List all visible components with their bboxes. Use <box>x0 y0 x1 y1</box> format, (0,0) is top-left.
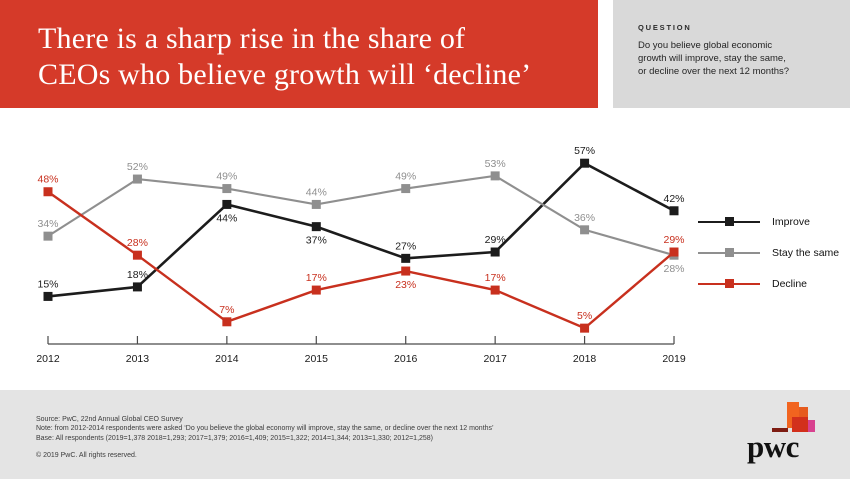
marker-decline-2012 <box>43 187 53 197</box>
marker-stay-the-same-2012 <box>43 231 53 241</box>
pwc-logo-mark-icon <box>772 401 818 433</box>
marker-stay-the-same-2018 <box>580 225 590 235</box>
marker-decline-2013 <box>132 250 142 260</box>
marker-decline-2016 <box>401 266 411 276</box>
x-axis-year-label: 2012 <box>36 353 60 365</box>
x-axis-year-label: 2013 <box>126 353 150 365</box>
headline-line-2: CEOs who believe growth will ‘decline’ <box>38 58 532 91</box>
marker-decline-2015 <box>311 285 321 295</box>
value-label-decline-2014: 7% <box>219 304 234 316</box>
marker-improve-2017 <box>490 247 500 257</box>
copyright-note: © 2019 PwC. All rights reserved. <box>36 452 137 460</box>
title-banner: There is a sharp rise in the share of CEO… <box>0 0 598 108</box>
method-note: Note: from 2012-2014 respondents were as… <box>36 425 494 433</box>
headline: There is a sharp rise in the share of CEO… <box>38 21 598 93</box>
value-label-improve-2016: 27% <box>395 240 416 252</box>
marker-improve-2019 <box>669 206 679 216</box>
logo-block-red <box>792 417 808 432</box>
marker-improve-2016 <box>401 253 411 263</box>
value-label-decline-2017: 17% <box>485 272 506 284</box>
x-axis-year-label: 2019 <box>662 353 686 365</box>
pwc-logo-text: pwc <box>747 429 799 464</box>
headline-line-1: There is a sharp rise in the share of <box>38 22 466 55</box>
value-label-improve-2019: 42% <box>664 193 685 205</box>
square-marker-icon <box>725 279 734 289</box>
value-label-stay-the-same-2018: 36% <box>574 212 595 224</box>
value-label-stay-the-same-2014: 49% <box>216 171 237 183</box>
square-marker-icon <box>725 217 734 227</box>
question-line-2: growth will improve, stay the same, <box>638 53 786 64</box>
legend-line-swatch <box>698 248 760 258</box>
value-label-decline-2012: 48% <box>37 174 58 186</box>
footnotes: Source: PwC, 22nd Annual Global CEO Surv… <box>36 415 494 461</box>
series-line-improve <box>47 161 675 298</box>
series-line-stay-the-same <box>47 174 675 257</box>
source-note: Source: PwC, 22nd Annual Global CEO Surv… <box>36 416 183 423</box>
legend-label: Stay the same <box>772 247 840 259</box>
value-label-decline-2015: 17% <box>306 272 327 284</box>
value-label-stay-the-same-2017: 53% <box>485 158 506 170</box>
logo-block-pink <box>808 420 815 432</box>
value-label-improve-2013: 18% <box>127 269 148 281</box>
marker-improve-2012 <box>43 291 53 301</box>
value-label-improve-2017: 29% <box>485 234 506 246</box>
marker-stay-the-same-2017 <box>490 171 500 181</box>
series-line-decline <box>47 190 675 330</box>
marker-improve-2014 <box>222 199 232 209</box>
value-label-decline-2018: 5% <box>577 310 592 322</box>
marker-stay-the-same-2015 <box>311 199 321 209</box>
marker-improve-2018 <box>580 158 590 168</box>
marker-stay-the-same-2013 <box>132 174 142 184</box>
x-axis-year-label: 2014 <box>215 353 239 365</box>
question-text: Do you believe global economic growth wil… <box>638 39 832 78</box>
question-line-1: Do you believe global economic <box>638 40 773 51</box>
legend-line-swatch <box>698 279 760 289</box>
value-label-stay-the-same-2015: 44% <box>306 186 327 198</box>
question-panel: QUESTION Do you believe global economic g… <box>613 0 850 108</box>
marker-decline-2014 <box>222 317 232 327</box>
value-label-improve-2014: 44% <box>216 212 237 224</box>
x-axis-year-label: 2018 <box>573 353 597 365</box>
question-label: QUESTION <box>638 23 692 32</box>
line-chart: 2012 2013 2014 2015 2016 2017 2018 2019 15% 18% 44… <box>36 145 686 365</box>
marker-stay-the-same-2016 <box>401 184 411 194</box>
value-label-decline-2016: 23% <box>395 279 416 291</box>
base-note: Base: All respondents (2019=1,378 2018=1… <box>36 434 434 442</box>
marker-decline-2019 <box>669 247 679 257</box>
marker-improve-2013 <box>132 282 142 292</box>
value-label-improve-2015: 37% <box>306 235 327 247</box>
marker-decline-2018 <box>580 323 590 333</box>
marker-decline-2017 <box>490 285 500 295</box>
value-label-decline-2013: 28% <box>127 237 148 249</box>
pwc-logo: pwc <box>747 401 827 469</box>
value-label-stay-the-same-2016: 49% <box>395 171 416 183</box>
value-label-stay-the-same-2012: 34% <box>37 218 58 230</box>
legend-item-decline: Decline <box>698 278 839 290</box>
square-marker-icon <box>725 248 734 258</box>
legend-item-improve: Improve <box>698 216 839 228</box>
question-line-3: or decline over the next 12 months? <box>638 66 790 77</box>
value-label-improve-2012: 15% <box>37 278 58 290</box>
x-axis-year-label: 2015 <box>305 353 329 365</box>
footer: Source: PwC, 22nd Annual Global CEO Surv… <box>0 390 850 479</box>
value-label-improve-2018: 57% <box>574 145 595 157</box>
logo-block-maroon <box>772 428 788 432</box>
marker-stay-the-same-2014 <box>222 184 232 194</box>
x-axis-year-label: 2016 <box>394 353 418 365</box>
legend-label: Improve <box>772 216 810 228</box>
legend-label: Decline <box>772 278 808 290</box>
x-axis-year-label: 2017 <box>483 353 507 365</box>
chart-legend: Improve Stay the same Decline <box>698 216 839 309</box>
value-label-stay-the-same-2019: 28% <box>664 263 685 275</box>
value-label-stay-the-same-2013: 52% <box>127 161 148 173</box>
legend-line-swatch <box>698 217 760 227</box>
marker-improve-2015 <box>311 222 321 232</box>
legend-item-stay-the-same: Stay the same <box>698 247 839 259</box>
value-label-decline-2019: 29% <box>664 234 685 246</box>
